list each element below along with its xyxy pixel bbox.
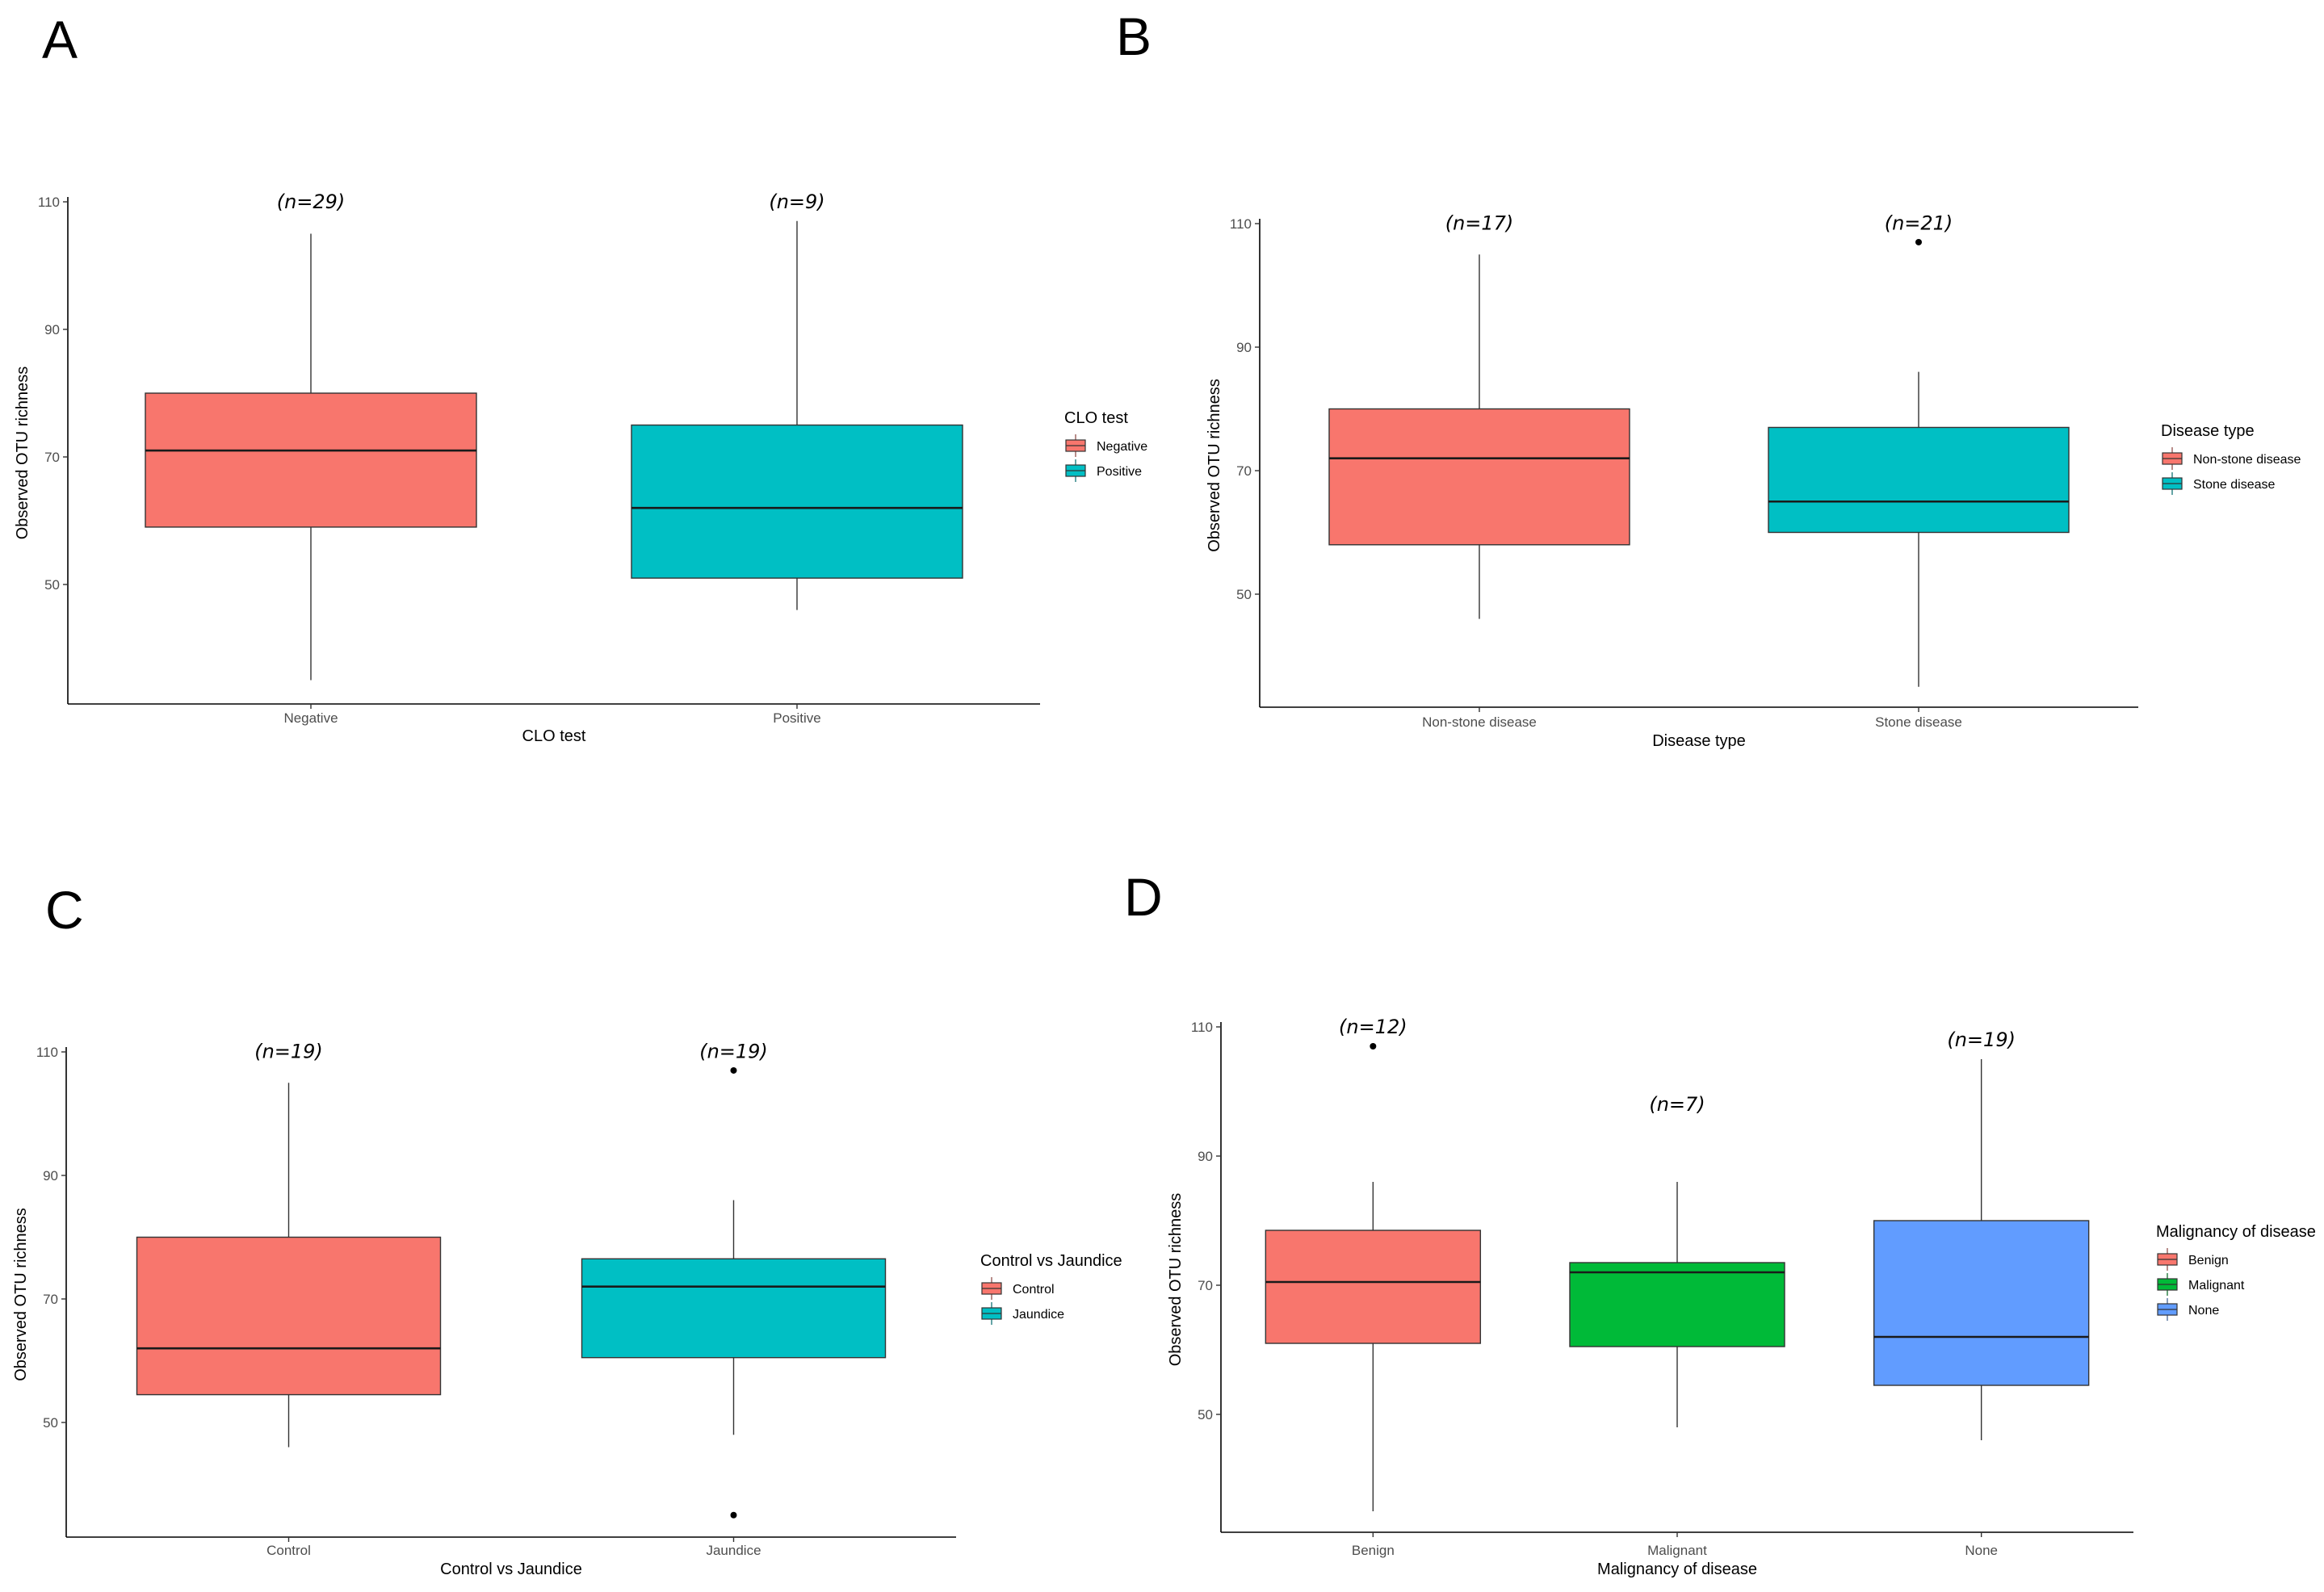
n-label: (n=19) <box>1947 1029 2016 1051</box>
y-axis-title: Observed OTU richness <box>12 1208 30 1381</box>
x-tick-label: Non-stone disease <box>1422 714 1537 730</box>
y-tick-label: 50 <box>43 1415 58 1431</box>
box-malignant <box>1569 1262 1785 1347</box>
y-tick-label: 70 <box>43 1292 58 1307</box>
x-tick-label: None <box>1965 1543 1998 1558</box>
y-tick-label: 110 <box>1230 216 1252 232</box>
n-label: (n=12) <box>1339 1016 1407 1038</box>
outlier-point <box>1370 1043 1377 1049</box>
y-tick-label: 50 <box>1198 1407 1213 1422</box>
legend-title: Control vs Jaundice <box>980 1252 1122 1270</box>
outlier-point <box>1915 238 1922 245</box>
x-tick-label: Benign <box>1352 1543 1395 1558</box>
box-none <box>1873 1220 2090 1386</box>
box-negative <box>145 392 477 528</box>
n-label: (n=7) <box>1649 1093 1705 1116</box>
box-jaundice <box>581 1258 887 1359</box>
outlier-point <box>730 1511 737 1519</box>
legend-item-label: Malignant <box>2188 1279 2245 1292</box>
box-positive <box>631 424 963 579</box>
n-label: (n=29) <box>277 191 346 213</box>
panel-label: A <box>42 10 78 69</box>
legend-item-label: Stone disease <box>2193 478 2276 492</box>
y-tick-label: 70 <box>1236 463 1252 479</box>
panel-label: B <box>1116 6 1152 66</box>
outlier-point <box>730 1066 737 1074</box>
legend-item-label: Control <box>1013 1283 1055 1297</box>
y-tick-label: 90 <box>43 1168 58 1184</box>
y-tick-label: 90 <box>1236 340 1252 355</box>
x-axis-title: Control vs Jaundice <box>440 1561 582 1578</box>
legend-item-label: Positive <box>1097 465 1142 479</box>
x-tick-label: Jaundice <box>706 1543 761 1558</box>
y-tick-label: 90 <box>44 322 60 337</box>
y-tick-label: 110 <box>36 1045 58 1060</box>
panel-a: A 50 70 90 110 Observed OTU richness Negative P… <box>14 10 1147 745</box>
legend-title: Disease type <box>2161 422 2255 440</box>
y-tick-label: 90 <box>1198 1149 1213 1164</box>
y-axis-title: Observed OTU richness <box>1206 379 1223 552</box>
panel-c: C 50 70 90 110 Observed OTU richness Control Ja… <box>12 880 1122 1578</box>
y-tick-label: 110 <box>1191 1020 1213 1035</box>
y-tick-label: 70 <box>1198 1278 1213 1293</box>
legend-item-label: Benign <box>2188 1254 2229 1267</box>
n-label: (n=9) <box>769 191 824 213</box>
x-tick-label: Negative <box>283 710 338 726</box>
x-tick-label: Malignant <box>1647 1543 1707 1558</box>
y-tick-label: 70 <box>44 450 60 465</box>
x-axis-title: Malignancy of disease <box>1597 1561 1757 1578</box>
y-tick-label: 50 <box>1236 587 1252 602</box>
y-tick-label: 50 <box>44 577 60 593</box>
x-tick-label: Control <box>266 1543 311 1558</box>
x-axis-title: Disease type <box>1652 732 1746 750</box>
box-control <box>136 1236 442 1396</box>
box-non-stone-disease <box>1328 408 1630 546</box>
legend-item-label: Non-stone disease <box>2193 453 2301 467</box>
box-stone-disease <box>1768 426 2070 534</box>
panel-label: D <box>1124 867 1163 927</box>
box-benign <box>1265 1230 1482 1344</box>
legend-title: Malignancy of disease <box>2156 1223 2316 1241</box>
legend-item-label: Jaundice <box>1013 1308 1064 1322</box>
y-axis-title: Observed OTU richness <box>14 367 31 540</box>
x-axis-title: CLO test <box>522 727 586 745</box>
panel-b: B 50 70 90 110 Observed OTU richness Non-stone… <box>1116 6 2301 750</box>
n-label: (n=21) <box>1885 212 1953 235</box>
x-tick-label: Stone disease <box>1875 714 1962 730</box>
y-axis-title: Observed OTU richness <box>1167 1193 1185 1367</box>
panel-label: C <box>45 880 84 940</box>
x-tick-label: Positive <box>773 710 821 726</box>
panel-d: D 50 70 90 110 Observed OTU richness Benign Mal… <box>1124 867 2316 1578</box>
legend-item-label: None <box>2188 1304 2219 1318</box>
n-label: (n=19) <box>699 1041 768 1063</box>
n-label: (n=17) <box>1445 212 1514 235</box>
n-label: (n=19) <box>254 1041 323 1063</box>
legend-item-label: Negative <box>1097 440 1147 454</box>
y-tick-label: 110 <box>38 195 60 210</box>
legend-title: CLO test <box>1064 409 1128 427</box>
